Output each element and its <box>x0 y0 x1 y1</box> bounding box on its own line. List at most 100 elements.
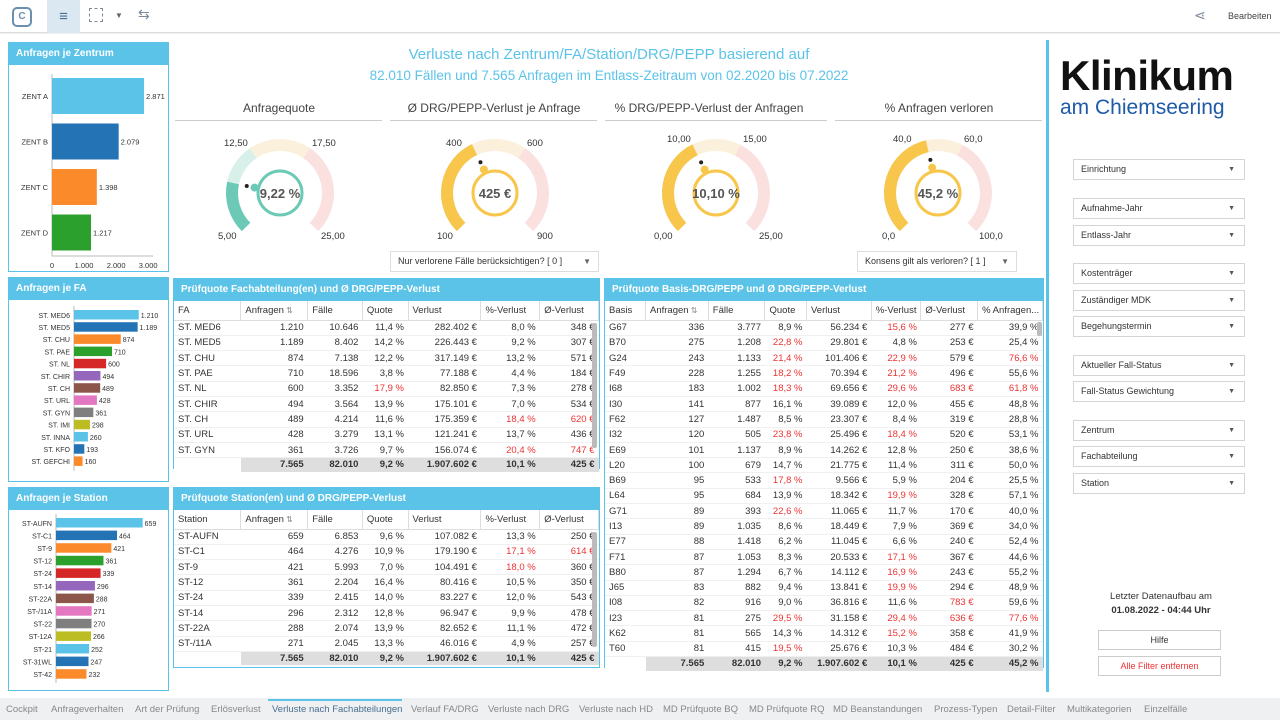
sheet-tab[interactable]: Verluste nach DRG <box>488 704 570 715</box>
column-header[interactable]: Quote <box>764 301 807 321</box>
table-row[interactable]: ST-14 296 2.312 12,8 % 96.947 €9,9 % 478 € <box>174 605 599 622</box>
column-header[interactable]: Ø-Verlust <box>539 301 599 321</box>
table-row[interactable]: E77 88 1.418 6,2 % 11.045 €6,6 % 240 €52,4 % <box>605 534 1043 550</box>
menu-icon[interactable]: ≡ <box>47 0 80 33</box>
table-row[interactable]: ST. CH 489 4.214 11,6 % 175.359 €18,4 % 620 € <box>174 411 599 428</box>
sort-icon[interactable]: ⇅ <box>688 305 698 315</box>
column-header[interactable]: Anfragen ⇅ <box>240 301 309 321</box>
table-row[interactable]: ST-22A 288 2.074 13,9 % 82.652 €11,1 % 472 € <box>174 620 599 637</box>
table-row[interactable]: ST. MED5 1.189 8.402 14,2 % 226.443 €9,2 % 30… <box>174 335 599 352</box>
table-row[interactable]: F71 87 1.053 8,3 % 20.533 €17,1 % 367 €44,6 % <box>605 549 1043 566</box>
share-icon[interactable]: ⋖ <box>1194 7 1206 23</box>
column-header[interactable]: %-Verlust <box>480 301 541 321</box>
table-row[interactable]: I32 120 505 23,8 % 25.496 €18,4 % 520 €53,1 % <box>605 427 1043 443</box>
column-header[interactable]: Anfragen ⇅ <box>645 301 709 321</box>
column-header[interactable]: Verlust <box>408 301 482 321</box>
column-header[interactable]: %-Verlust <box>480 510 541 530</box>
sheet-tab[interactable]: MD Prüfquote BQ <box>663 704 738 715</box>
sheet-tab[interactable]: Detail-Filter <box>1007 704 1056 715</box>
sheet-tab[interactable]: Verluste nach Fachabteilungen <box>272 704 403 715</box>
verlorene-faelle-dropdown[interactable]: Nur verlorene Fälle berücksichtigen? [ 0… <box>390 251 599 272</box>
sheet-tab[interactable]: Einzelfälle <box>1144 704 1188 715</box>
column-header[interactable]: Fälle <box>307 301 363 321</box>
column-header[interactable]: FA <box>174 301 242 321</box>
sheet-tab[interactable]: Anfrageverhalten <box>51 704 124 715</box>
filter-aufnahme-jahr[interactable]: Aufnahme-Jahr ▼ <box>1073 198 1245 219</box>
table-row[interactable]: L64 95 684 13,9 % 18.342 €19,9 % 328 €57,1 % <box>605 488 1043 505</box>
table-row[interactable]: G67 336 3.777 8,9 % 56.234 €15,6 % 277 €39,9 … <box>605 320 1043 336</box>
column-header[interactable]: %-Verlust <box>871 301 922 321</box>
table-row[interactable]: ST. GYN 361 3.726 9,7 % 156.074 €20,4 % 747 € <box>174 442 599 459</box>
filter-fachabteilung[interactable]: Fachabteilung ▼ <box>1073 446 1245 467</box>
column-header[interactable]: Station <box>174 510 242 530</box>
table-row[interactable]: I68 183 1.002 18,3 % 69.656 €29,6 % 683 €61,8… <box>605 381 1043 397</box>
table-row[interactable]: G71 89 393 22,6 % 11.065 €11,7 % 170 €40,0 % <box>605 503 1043 520</box>
table-row[interactable]: T60 81 415 19,5 % 25.676 €10,3 % 484 €30,2 % <box>605 641 1043 658</box>
table-row[interactable]: ST. NL 600 3.352 17,9 % 82.850 €7,3 % 278 € <box>174 381 599 397</box>
table-row[interactable]: B70 275 1.208 22,8 % 29.801 €4,8 % 253 €25,4 … <box>605 335 1043 352</box>
sheet-tab[interactable]: Cockpit <box>6 704 38 715</box>
fa-table-scrollbar[interactable] <box>592 323 597 448</box>
filter-aktueller-fall-status[interactable]: Aktueller Fall-Status ▼ <box>1073 355 1245 376</box>
table-row[interactable]: ST. MED6 1.210 10.646 11,4 % 282.402 €8,0 % 3… <box>174 320 599 336</box>
table-row[interactable]: ST. URL 428 3.279 13,1 % 121.241 €13,7 % 436 … <box>174 427 599 443</box>
sheet-tab[interactable]: Art der Prüfung <box>135 704 200 715</box>
filter-fall-status-gewichtung[interactable]: Fall-Status Gewichtung ▼ <box>1073 381 1245 402</box>
table-row[interactable]: ST-9 421 5.993 7,0 % 104.491 €18,0 % 360 € <box>174 559 599 576</box>
konsens-dropdown[interactable]: Konsens gilt als verloren? [ 1 ] ▼ <box>857 251 1017 272</box>
column-header[interactable]: Fälle <box>307 510 363 530</box>
filter-kostentraeger[interactable]: Kostenträger ▼ <box>1073 263 1245 284</box>
column-header[interactable]: Verlust <box>806 301 872 321</box>
column-header[interactable]: Ø-Verlust <box>539 510 599 530</box>
filter-entlass-jahr[interactable]: Entlass-Jahr ▼ <box>1073 225 1245 246</box>
table-row[interactable]: J65 83 882 9,4 % 13.841 €19,9 % 294 €48,9 % <box>605 580 1043 596</box>
column-header[interactable]: Quote <box>362 510 409 530</box>
basis-table[interactable]: Basis Anfragen ⇅ Fälle Quote Verlust %-Verlus… <box>605 301 1043 671</box>
table-row[interactable]: ST-12 361 2.204 16,4 % 80.416 €10,5 % 350 € <box>174 574 599 591</box>
column-header[interactable]: % Anfragen... <box>977 301 1043 321</box>
sheet-tab[interactable]: MD Prüfquote RQ <box>749 704 825 715</box>
station-table-scrollbar[interactable] <box>592 532 597 647</box>
filter-station[interactable]: Station ▼ <box>1073 473 1245 494</box>
chevron-down-icon[interactable]: ▼ <box>115 11 123 20</box>
table-row[interactable]: F62 127 1.487 8,5 % 23.307 €8,4 % 319 €28,8 % <box>605 411 1043 428</box>
filter-zustaendiger-mdk[interactable]: Zuständiger MDK ▼ <box>1073 290 1245 311</box>
table-row[interactable]: I30 141 877 16,1 % 39.089 €12,0 % 455 €48,8 % <box>605 396 1043 413</box>
gauge-anfragen-verloren[interactable]: 45,2 % <box>868 135 1008 245</box>
table-row[interactable]: ST. CHU 874 7.138 12,2 % 317.149 €13,2 % 571 … <box>174 350 599 367</box>
help-button[interactable]: Hilfe <box>1098 630 1221 650</box>
app-logo-icon[interactable]: C <box>12 7 32 27</box>
sheet-tab[interactable]: MD Beanstandungen <box>833 704 923 715</box>
gauge-drg-verlust-anteil[interactable]: 10,10 % <box>646 135 786 245</box>
table-row[interactable]: B69 95 533 17,8 % 9.566 €5,9 % 204 €25,5 % <box>605 472 1043 489</box>
column-header[interactable]: Ø-Verlust <box>920 301 979 321</box>
edit-button[interactable]: Bearbeiten <box>1228 11 1272 21</box>
table-row[interactable]: L20 100 679 14,7 % 21.775 €11,4 % 311 €50,0 % <box>605 457 1043 474</box>
fa-table[interactable]: FA Anfragen ⇅ Fälle Quote Verlust %-Verlust Ø-… <box>174 301 599 472</box>
basis-table-scrollbar[interactable] <box>1037 322 1042 336</box>
table-row[interactable]: F49 228 1.255 18,2 % 70.394 €21,2 % 496 €55,6… <box>605 365 1043 382</box>
table-row[interactable]: ST. PAE 710 18.596 3,8 % 77.188 €4,4 % 184 € <box>174 365 599 382</box>
sort-icon[interactable]: ⇅ <box>283 514 293 524</box>
sheet-tab[interactable]: Verlauf FA/DRG <box>411 704 479 715</box>
table-row[interactable]: I08 82 916 9,0 % 36.816 €11,6 % 783 €59,6 % <box>605 595 1043 612</box>
table-row[interactable]: I23 81 275 29,5 % 31.158 €29,4 % 636 €77,6 % <box>605 610 1043 627</box>
filter-begehungstermin[interactable]: Begehungstermin ▼ <box>1073 316 1245 337</box>
filter-zentrum[interactable]: Zentrum ▼ <box>1073 420 1245 441</box>
gauge-drg-verlust[interactable]: 425 € <box>425 135 565 245</box>
table-row[interactable]: K62 81 565 14,3 % 14.312 €15,2 % 358 €41,9 % <box>605 625 1043 642</box>
fa-bar-chart[interactable]: ST. MED6 1.210 ST. MED5 1.189 ST. CHU 874 ST. … <box>9 301 168 481</box>
table-row[interactable]: B80 87 1.294 6,7 % 14.112 €16,9 % 243 €55,2 % <box>605 564 1043 581</box>
station-bar-chart[interactable]: ST-AUFN 659 ST-C1 464 ST-9 421 ST-12 361 ST-24 33… <box>9 511 168 690</box>
column-header[interactable]: Quote <box>362 301 409 321</box>
filter-einrichtung[interactable]: Einrichtung ▼ <box>1073 159 1245 180</box>
table-row[interactable]: ST-AUFN 659 6.853 9,6 % 107.082 €13,3 % 250 € <box>174 529 599 545</box>
table-row[interactable]: I13 89 1.035 8,6 % 18.449 €7,9 % 369 €34,0 % <box>605 518 1043 535</box>
table-row[interactable]: E69 101 1.137 8,9 % 14.262 €12,8 % 250 €38,6 … <box>605 442 1043 459</box>
gauge-anfragequote[interactable]: 9,22 % <box>210 135 350 245</box>
station-table[interactable]: Station Anfragen ⇅ Fälle Quote Verlust %-Verl… <box>174 510 599 666</box>
sheet-tab[interactable]: Verluste nach HD <box>579 704 653 715</box>
clear-filters-button[interactable]: Alle Filter entfernen <box>1098 656 1221 676</box>
zentrum-bar-chart[interactable]: ZENT A 2.871 ZENT B 2.079 ZENT C 1.398 ZENT D 1… <box>9 66 168 271</box>
table-row[interactable]: ST. CHIR 494 3.564 13,9 % 175.101 €7,0 % 534 … <box>174 396 599 413</box>
